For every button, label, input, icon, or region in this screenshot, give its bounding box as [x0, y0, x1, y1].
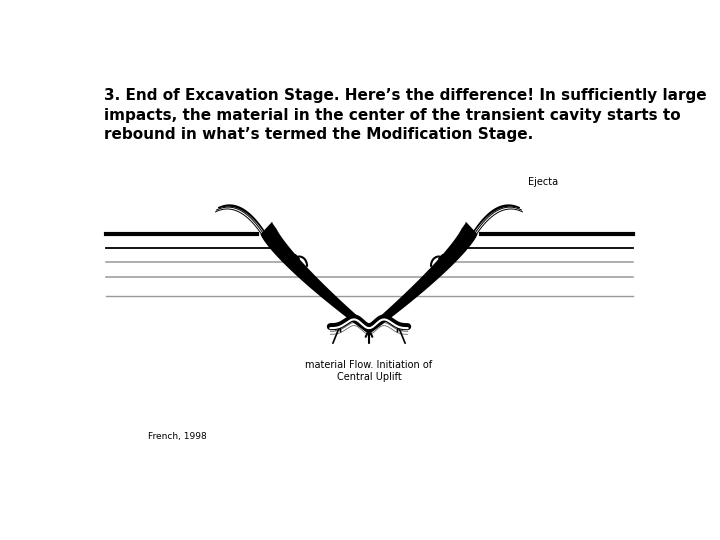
Polygon shape	[472, 204, 520, 236]
Text: material Flow. Initiation of
Central Uplift: material Flow. Initiation of Central Upl…	[305, 360, 433, 382]
Text: 3. End of Excavation Stage. Here’s the difference! In sufficiently large
impacts: 3. End of Excavation Stage. Here’s the d…	[104, 88, 706, 143]
Text: French, 1998: French, 1998	[148, 431, 207, 441]
Text: Ejecta: Ejecta	[528, 177, 558, 187]
Polygon shape	[218, 204, 266, 236]
Polygon shape	[365, 222, 477, 334]
Polygon shape	[261, 222, 373, 334]
